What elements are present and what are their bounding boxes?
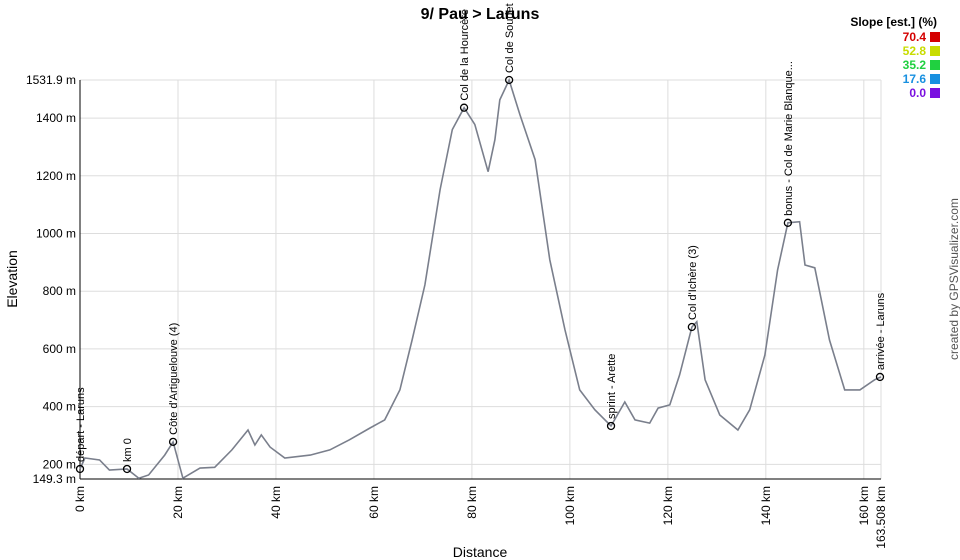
x-tick-label: 40 km — [269, 486, 283, 519]
waypoint-label: km 0 — [122, 438, 134, 462]
x-tick-label: 20 km — [171, 486, 185, 519]
waypoint-marker — [875, 372, 885, 382]
plot-area — [80, 80, 881, 479]
waypoint-label: départ - Laruns — [75, 387, 87, 462]
x-tick-label: 100 km — [563, 486, 577, 525]
y-tick-label: 1531.9 m — [26, 73, 76, 87]
x-tick-label: 163.508 km — [874, 486, 888, 549]
waypoint-marker — [75, 464, 85, 474]
y-tick-label: 200 m — [43, 457, 76, 471]
waypoint-marker — [606, 421, 616, 431]
legend-label: 17.6 — [903, 72, 927, 86]
elevation-line — [79, 77, 882, 480]
y-tick-label: 1200 m — [36, 169, 76, 183]
legend-title: Slope [est.] (%) — [850, 15, 937, 29]
x-tick-label: 0 km — [73, 486, 87, 512]
legend-swatch — [930, 32, 940, 42]
legend-label: 70.4 — [903, 30, 927, 44]
y-tick-label: 1000 m — [36, 226, 76, 240]
legend-swatch — [930, 46, 940, 56]
waypoint-marker — [687, 322, 697, 332]
x-tick-label: 80 km — [465, 486, 479, 519]
waypoint-marker — [122, 464, 132, 474]
legend-label: 35.2 — [903, 58, 927, 72]
x-axis-label: Distance — [453, 544, 508, 560]
y-axis-label: Elevation — [4, 250, 20, 308]
y-tick-label: 600 m — [43, 342, 76, 356]
x-tick-label: 120 km — [661, 486, 675, 525]
waypoint-marker — [504, 75, 514, 85]
waypoint-marker — [168, 437, 178, 447]
waypoint-marker — [783, 218, 793, 227]
legend-swatch — [930, 60, 940, 70]
legend-swatch — [930, 74, 940, 84]
waypoint-label: arrivée - Laruns — [875, 292, 887, 370]
credit: created by GPSVisualizer.com — [947, 198, 960, 360]
chart-title: 9/ Pau > Laruns — [421, 6, 540, 23]
x-tick-label: 160 km — [857, 486, 871, 525]
waypoint-label: sprint - Arette — [606, 354, 618, 419]
x-tick-label: 140 km — [759, 486, 773, 525]
waypoint-label: bonus - Col de Marie Blanque... — [783, 61, 795, 216]
y-tick-label: 800 m — [43, 284, 76, 298]
legend-label: 52.8 — [903, 44, 927, 58]
waypoint-label: Côte d'Artiguelouve (4) — [168, 323, 180, 435]
waypoint-marker — [459, 103, 469, 112]
waypoint-label: Col de Soudet — [504, 3, 516, 73]
legend-swatch — [930, 88, 940, 98]
y-tick-label: 149.3 m — [33, 472, 76, 486]
y-tick-label: 400 m — [43, 400, 76, 414]
waypoint-label: Col de la Hourcère — [459, 9, 471, 101]
x-tick-label: 60 km — [367, 486, 381, 519]
legend-label: 0.0 — [909, 86, 926, 100]
y-tick-label: 1400 m — [36, 111, 76, 125]
waypoint-label: Col d'Ichère (3) — [687, 245, 699, 320]
